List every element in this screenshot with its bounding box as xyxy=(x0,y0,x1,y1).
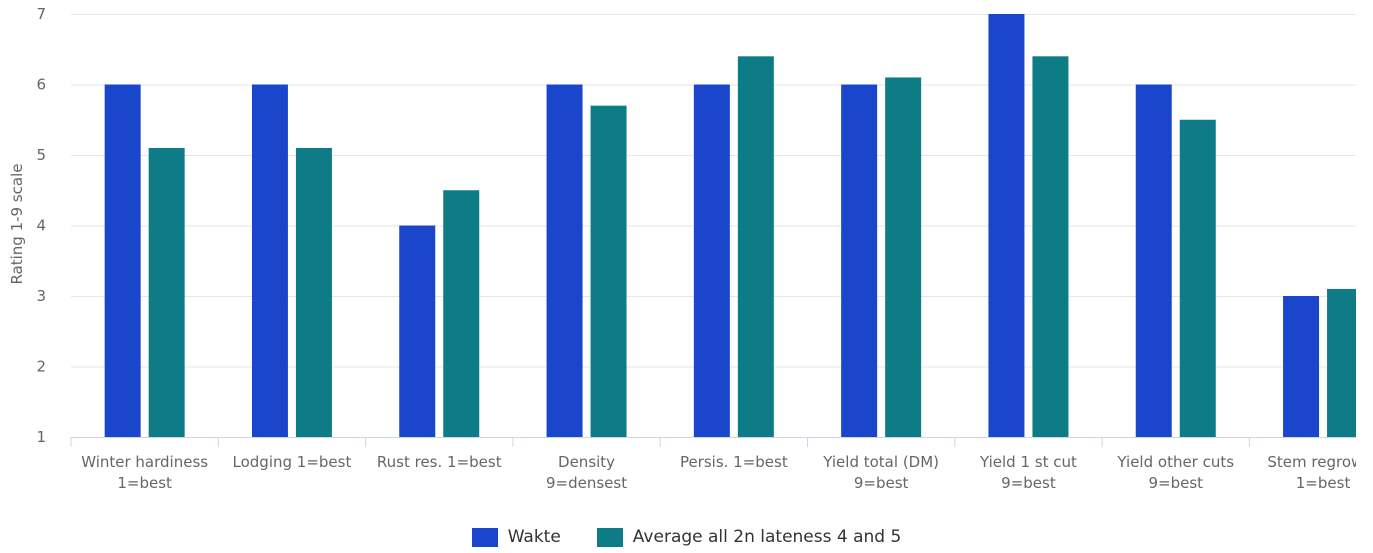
x-axis xyxy=(70,437,1356,447)
x-tick-label: Persis. 1=best xyxy=(680,453,788,471)
bar-series-1[interactable] xyxy=(546,84,583,438)
legend-swatch-series-2 xyxy=(596,527,623,547)
y-tick-label: 2 xyxy=(36,358,46,376)
x-tick-label: Yield total (DM) 9=best xyxy=(822,453,939,492)
bar-series-2[interactable] xyxy=(737,56,774,438)
bar-series-1[interactable] xyxy=(399,225,436,438)
bar-series-2[interactable] xyxy=(1179,119,1216,437)
x-tick-label: Stem regrowth 1=best xyxy=(1267,453,1373,492)
bar-series-1[interactable] xyxy=(841,84,878,438)
x-tick-label: Rust res. 1=best xyxy=(377,453,502,471)
y-axis-ticks: 1 2 3 4 5 6 7 xyxy=(36,5,46,446)
bar-series-1[interactable] xyxy=(104,84,141,438)
bar-series-1[interactable] xyxy=(693,84,730,438)
bar-series-2[interactable] xyxy=(1032,56,1069,438)
x-tick-label: Yield other cuts 9=best xyxy=(1116,453,1234,492)
legend-item-series-2[interactable]: Average all 2n lateness 4 and 5 xyxy=(596,527,902,547)
bar-series-2[interactable] xyxy=(148,147,185,437)
legend-label-series-2: Average all 2n lateness 4 and 5 xyxy=(632,527,902,547)
bar-series-1[interactable] xyxy=(988,14,1025,437)
bar-series-2[interactable] xyxy=(1327,288,1363,437)
y-tick-label: 7 xyxy=(36,5,46,23)
bar-series-2[interactable] xyxy=(295,147,332,437)
y-tick-label: 3 xyxy=(36,287,46,305)
x-tick-label: Density 9=densest xyxy=(546,453,627,492)
bars xyxy=(104,14,1363,438)
y-axis-title: Rating 1-9 scale xyxy=(8,163,26,284)
x-axis-ticks: Winter hardiness 1=best Lodging 1=best Rust… xyxy=(81,453,1373,492)
bar-series-1[interactable] xyxy=(251,84,288,438)
x-tick-label: Yield 1 st cut 9=best xyxy=(979,453,1077,492)
legend: Wakte Average all 2n lateness 4 and 5 xyxy=(0,524,1373,550)
y-tick-label: 4 xyxy=(36,217,46,235)
bar-series-2[interactable] xyxy=(590,105,627,438)
bar-series-2[interactable] xyxy=(885,77,922,437)
x-tick-label: Winter hardiness 1=best xyxy=(81,453,208,492)
legend-item-series-1[interactable]: Wakte xyxy=(471,527,561,547)
x-tick-label: Lodging 1=best xyxy=(233,453,352,471)
y-tick-label: 6 xyxy=(36,76,46,94)
bar-series-2[interactable] xyxy=(443,190,480,437)
y-tick-label: 5 xyxy=(36,146,46,164)
legend-label-series-1: Wakte xyxy=(507,527,561,547)
bar-series-1[interactable] xyxy=(1135,84,1172,438)
bar-series-1[interactable] xyxy=(1283,296,1320,437)
y-tick-label: 1 xyxy=(36,428,46,446)
legend-swatch-series-1 xyxy=(471,527,498,547)
